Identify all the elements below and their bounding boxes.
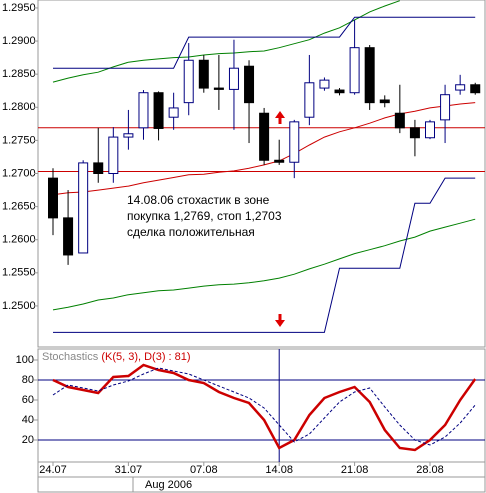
x-tick-label: 31.07: [115, 464, 143, 476]
candle-body: [183, 59, 194, 104]
candle-body: [168, 107, 179, 118]
candle-body: [153, 92, 164, 129]
candle-body: [138, 92, 149, 129]
y-tick-label: 60: [22, 394, 34, 406]
candle-body: [63, 217, 74, 256]
y-tick-label: 100: [16, 354, 34, 366]
indicator-label: Stochastics (K(5, 3), D(3) : 81): [42, 351, 191, 363]
y-tick-label: 80: [22, 374, 34, 386]
candle-body: [108, 136, 119, 175]
candle-body: [244, 65, 255, 104]
y-tick-label: 1.2500: [2, 300, 36, 312]
annotation: сделка положительная: [127, 225, 255, 239]
buy-arrow: [275, 111, 285, 124]
stoch-plot: [38, 349, 485, 462]
y-tick-label: 1.2900: [2, 35, 36, 47]
overlay-line: [53, 177, 476, 333]
y-tick-label: 1.2700: [2, 167, 36, 179]
y-tick-label: 1.2600: [2, 234, 36, 246]
candle-body: [455, 84, 466, 91]
stoch-panel: [37, 348, 486, 463]
period-label: Aug 2006: [145, 479, 192, 491]
candle-body: [48, 177, 58, 219]
annotation: покупка 1,2769, стоп 1,2703: [127, 209, 282, 223]
candle-body: [470, 84, 481, 94]
price-plot: [38, 0, 485, 333]
overlay-line: [52, 218, 476, 311]
indicator-title: Stochastics: [42, 351, 99, 363]
candle-body: [440, 94, 451, 121]
x-tick-label: 28.08: [416, 464, 444, 476]
x-tick-label: 07.08: [190, 464, 218, 476]
candle-body: [198, 59, 209, 89]
period-axis: [37, 476, 486, 493]
candle-body: [379, 99, 390, 104]
candle-body: [228, 67, 239, 90]
y-tick-label: 1.2750: [2, 134, 36, 146]
x-tick-label: 14.08: [265, 464, 293, 476]
candle-body: [259, 112, 270, 161]
price-panel: [37, 0, 486, 348]
annotation: 14.08.06 стохастик в зоне: [127, 193, 270, 207]
y-tick-label: 1.2850: [2, 68, 36, 80]
candle-body: [93, 162, 104, 175]
candle-body: [274, 159, 285, 163]
candle-body: [349, 47, 360, 94]
y-tick-label: 1.2800: [2, 101, 36, 113]
stoch-line: [52, 367, 476, 446]
candle-body: [123, 133, 134, 138]
candle-body: [304, 82, 315, 118]
candle-body: [319, 79, 330, 89]
x-tick-label: 24.07: [39, 464, 67, 476]
y-tick-label: 40: [22, 414, 34, 426]
candle-body: [334, 89, 345, 94]
x-tick-label: 21.08: [341, 464, 369, 476]
overlay-line: [53, 16, 476, 69]
y-tick-label: 20: [22, 434, 34, 446]
stop-arrow: [275, 314, 285, 327]
y-tick-label: 1.2550: [2, 267, 36, 279]
y-tick-label: 1.2950: [2, 2, 36, 14]
labels: 14.08.06 стохастик в зоне покупка 1,2769…: [2, 2, 444, 491]
candle-body: [394, 112, 405, 129]
candle-body: [409, 127, 420, 139]
candle-body: [425, 121, 435, 139]
candle-body: [364, 47, 375, 104]
y-tick-label: 1.2650: [2, 201, 36, 213]
stoch-line: [52, 363, 477, 452]
candle-body: [78, 162, 89, 254]
candle-body: [289, 121, 300, 163]
candle-body: [213, 87, 224, 90]
indicator-params: (K(5, 3), D(3) : 81): [101, 351, 190, 363]
